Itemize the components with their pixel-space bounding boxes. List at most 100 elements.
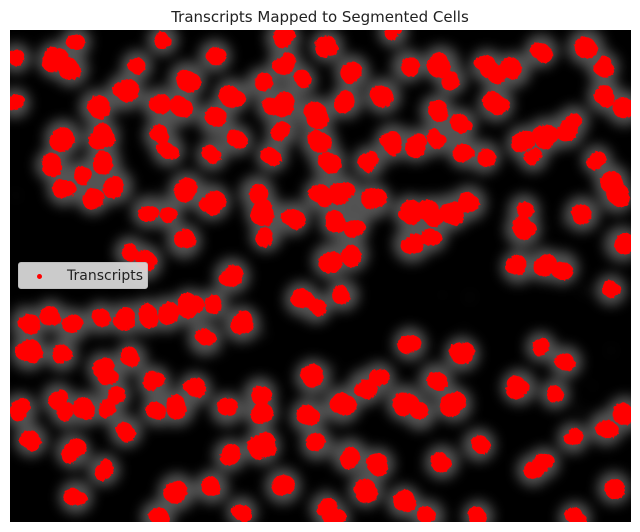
transcript-cluster bbox=[231, 504, 252, 522]
transcript-cluster bbox=[255, 72, 273, 92]
transcript-cluster bbox=[273, 30, 296, 49]
transcript-cluster bbox=[343, 219, 366, 238]
transcript-cluster bbox=[218, 264, 244, 287]
transcript-cluster bbox=[166, 394, 187, 420]
microscopy-image bbox=[10, 30, 631, 522]
transcript-cluster bbox=[10, 94, 25, 111]
background-speck bbox=[389, 159, 395, 165]
transcript-cluster bbox=[39, 306, 62, 326]
legend: Transcripts bbox=[18, 262, 148, 289]
transcript-cluster bbox=[427, 99, 449, 122]
transcript-cluster bbox=[417, 506, 437, 522]
transcript-cluster bbox=[426, 128, 447, 150]
transcript-cluster bbox=[169, 95, 194, 118]
background-speck bbox=[576, 406, 582, 412]
transcript-cluster bbox=[393, 489, 417, 513]
background-speck bbox=[291, 493, 295, 497]
transcript-cluster bbox=[439, 391, 467, 418]
transcript-cluster bbox=[449, 113, 473, 134]
transcript-cluster bbox=[430, 451, 452, 473]
transcript-cluster bbox=[218, 85, 246, 108]
transcript-cluster bbox=[259, 147, 282, 167]
transcript-cluster bbox=[340, 62, 363, 85]
transcript-cluster bbox=[471, 435, 491, 455]
transcript-cluster bbox=[505, 254, 527, 276]
transcript-cluster bbox=[113, 307, 136, 331]
background-speck bbox=[421, 470, 425, 473]
transcript-cluster bbox=[574, 36, 598, 59]
transcript-cluster bbox=[296, 404, 321, 426]
transcript-cluster bbox=[107, 386, 126, 405]
transcript-cluster bbox=[73, 166, 92, 186]
transcript-cluster bbox=[56, 402, 74, 422]
transcript-cluster bbox=[612, 402, 631, 425]
transcript-cluster bbox=[255, 227, 273, 248]
transcript-cluster bbox=[115, 422, 136, 443]
transcript-cluster bbox=[571, 204, 592, 225]
transcript-cluster bbox=[138, 303, 159, 329]
transcript-cluster bbox=[194, 328, 217, 346]
transcript-cluster bbox=[305, 433, 326, 452]
transcript-cluster bbox=[511, 130, 536, 153]
transcript-cluster bbox=[88, 123, 116, 150]
transcript-cluster bbox=[332, 284, 351, 305]
transcript-cluster bbox=[384, 30, 403, 41]
transcript-cluster bbox=[529, 42, 553, 64]
transcript-cluster bbox=[127, 57, 146, 75]
transcript-cluster bbox=[449, 342, 475, 365]
transcript-cluster bbox=[353, 379, 378, 400]
transcript-cluster bbox=[49, 127, 75, 152]
transcript-cluster bbox=[120, 346, 140, 367]
transcript-cluster bbox=[593, 85, 615, 108]
transcript-cluster bbox=[226, 129, 248, 150]
transcript-cluster bbox=[329, 392, 357, 416]
transcript-cluster bbox=[325, 210, 347, 233]
background-speck bbox=[431, 152, 437, 157]
legend-label: Transcripts bbox=[67, 268, 144, 284]
transcript-cluster bbox=[103, 175, 124, 199]
transcript-cluster bbox=[94, 458, 114, 482]
transcript-cluster bbox=[270, 121, 291, 142]
transcript-cluster bbox=[230, 310, 254, 335]
transcript-cluster bbox=[426, 371, 448, 391]
transcript-cluster bbox=[156, 141, 180, 160]
transcript-cluster bbox=[57, 56, 82, 80]
transcript-cluster bbox=[315, 35, 339, 58]
transcript-cluster bbox=[556, 118, 578, 142]
transcript-cluster bbox=[405, 133, 427, 159]
transcript-cluster bbox=[604, 478, 625, 500]
transcript-cluster bbox=[18, 430, 42, 452]
transcript-cluster bbox=[52, 179, 77, 199]
transcript-cluster bbox=[318, 251, 344, 274]
transcript-cluster bbox=[148, 507, 170, 522]
transcript-cluster bbox=[158, 301, 180, 325]
transcript-cluster bbox=[397, 199, 423, 225]
transcript-cluster bbox=[154, 31, 172, 50]
background-speck bbox=[119, 121, 123, 126]
transcript-cluster bbox=[505, 375, 530, 400]
background-speck bbox=[559, 50, 564, 54]
transcript-cluster bbox=[148, 93, 172, 115]
transcript-cluster bbox=[328, 182, 356, 206]
transcript-cluster bbox=[512, 215, 537, 240]
transcript-cluster bbox=[441, 71, 460, 91]
background-speck bbox=[218, 349, 223, 354]
transcript-cluster bbox=[159, 206, 178, 224]
transcript-cluster bbox=[173, 228, 197, 249]
transcript-cluster bbox=[602, 280, 622, 299]
figure-title: Transcripts Mapped to Segmented Cells bbox=[171, 8, 469, 26]
transcript-cluster bbox=[163, 480, 188, 504]
transcript-cluster bbox=[92, 150, 114, 175]
transcript-cluster bbox=[586, 151, 607, 170]
transcript-cluster bbox=[549, 261, 574, 281]
background-speck bbox=[560, 220, 565, 225]
background-speck bbox=[441, 294, 444, 297]
transcript-cluster bbox=[204, 106, 227, 127]
transcript-cluster bbox=[247, 432, 277, 460]
transcript-cluster bbox=[416, 199, 444, 228]
transcript-cluster bbox=[10, 397, 31, 422]
transcript-cluster bbox=[270, 91, 295, 118]
transcript-cluster bbox=[533, 253, 557, 277]
transcript-cluster bbox=[250, 403, 274, 425]
transcript-cluster bbox=[98, 398, 117, 419]
